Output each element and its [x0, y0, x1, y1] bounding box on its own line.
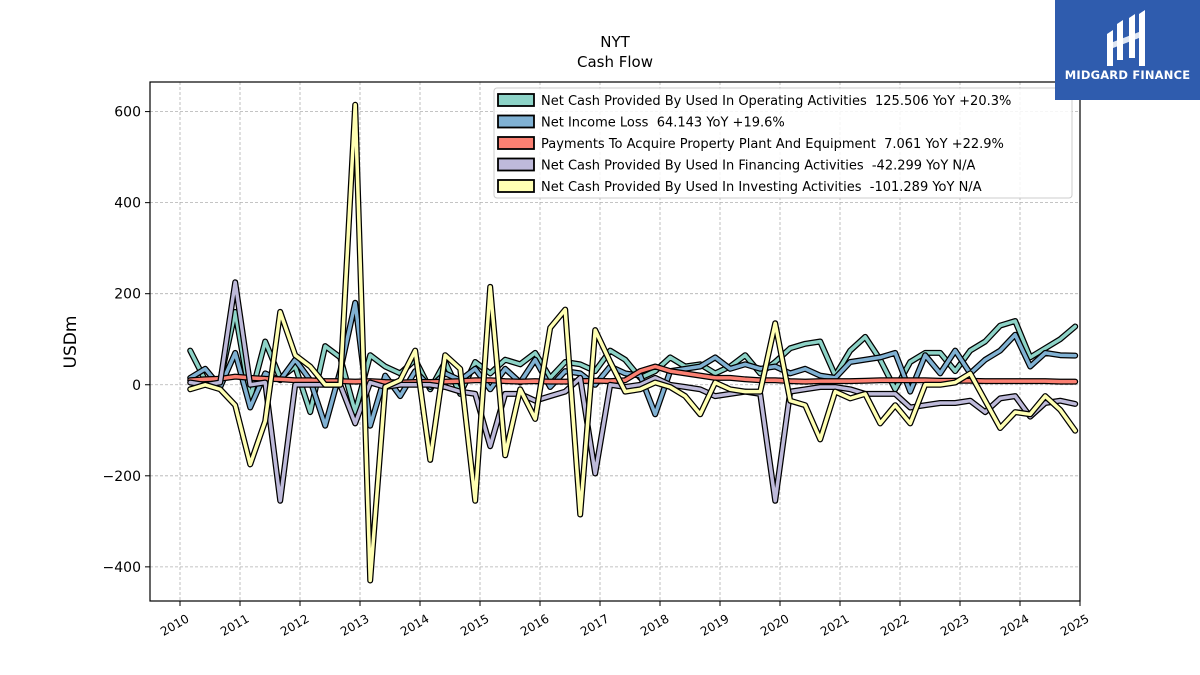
x-tick-label: 2017	[578, 611, 611, 638]
chart-title: NYT	[600, 33, 630, 51]
y-tick-label: 600	[114, 105, 141, 121]
y-tick-label: 200	[114, 287, 141, 303]
legend-label: Net Cash Provided By Used In Investing A…	[541, 180, 982, 195]
legend-label: Net Income Loss 64.143 YoY +19.6%	[541, 116, 785, 131]
x-tick-label: 2021	[818, 611, 851, 638]
series-line-net-cash-provided-by-used-in-operating-activities	[188, 310, 1077, 414]
plot-frame	[149, 81, 1081, 602]
x-tick-label: 2011	[218, 611, 251, 638]
legend: Net Cash Provided By Used In Operating A…	[493, 87, 1073, 199]
x-tick-label: 2020	[758, 611, 791, 638]
x-tick-label: 2025	[1058, 611, 1091, 638]
x-tick-label: 2015	[458, 611, 491, 638]
x-tick-label: 2012	[278, 611, 311, 638]
y-tick-label: −400	[103, 560, 141, 576]
series-line-net-cash-provided-by-used-in-investing-activities	[188, 103, 1077, 583]
legend-label: Net Cash Provided By Used In Operating A…	[541, 94, 1011, 109]
legend-swatch	[497, 136, 535, 150]
logo-mark-icon	[1107, 10, 1145, 66]
legend-swatch	[497, 157, 535, 172]
y-axis-label: USDm	[61, 316, 81, 369]
x-tick-label: 2023	[938, 611, 971, 638]
x-tick-label: 2024	[998, 611, 1031, 638]
x-tick-label: 2022	[878, 611, 911, 638]
x-tick-label: 2014	[398, 611, 431, 638]
logo-text: MIDGARD FINANCE	[1064, 68, 1191, 82]
legend-label: Net Cash Provided By Used In Financing A…	[541, 159, 976, 174]
x-tick-label: 2010	[158, 611, 191, 638]
legend-box	[493, 87, 1073, 199]
x-tick-label: 2016	[518, 611, 551, 638]
y-tick-label: 0	[132, 378, 141, 394]
y-tick-label: 400	[114, 196, 141, 212]
series-lines	[187, 101, 1079, 584]
legend-swatch	[497, 93, 535, 107]
x-tick-label: 2019	[698, 611, 731, 638]
legend-swatch	[497, 179, 535, 193]
x-tick-label: 2013	[338, 611, 371, 638]
y-tick-label: −200	[103, 469, 141, 485]
x-tick-label: 2018	[638, 611, 671, 638]
midgard-finance-logo: MIDGARD FINANCE	[1055, 0, 1200, 100]
legend-label: Payments To Acquire Property Plant And E…	[541, 137, 1004, 152]
chart-subtitle: Cash Flow	[577, 53, 653, 71]
legend-swatch	[497, 114, 535, 129]
